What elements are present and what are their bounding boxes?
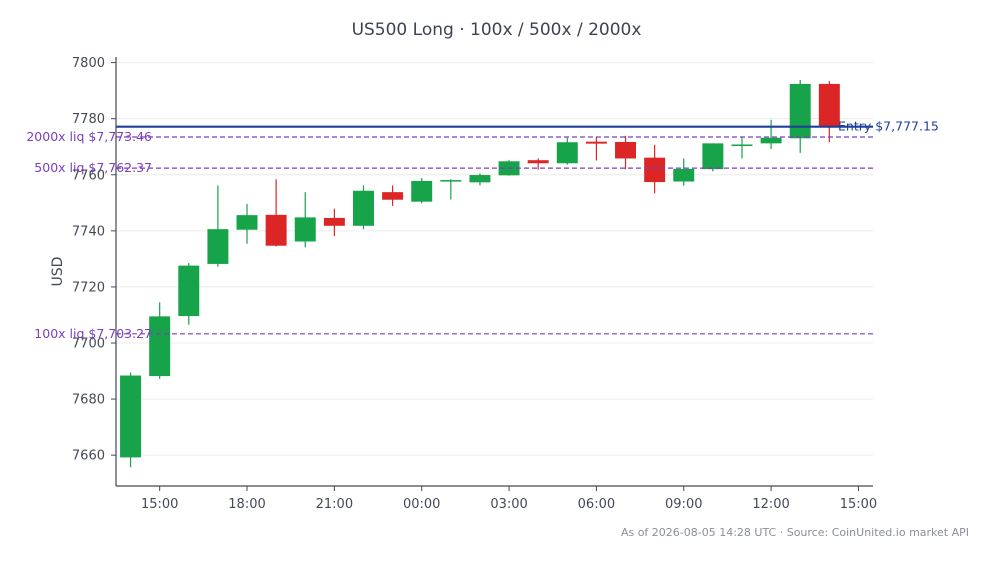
liq-2000x-label: 2000x liq $7,773.46 (26, 129, 152, 144)
candle-body (615, 141, 637, 159)
y-tick-label: 7660 (72, 449, 105, 464)
y-tick-label: 7800 (72, 56, 105, 71)
liq-100x-label: 100x liq $7,703.27 (34, 326, 152, 341)
x-tick-label: 12:00 (752, 497, 789, 512)
y-tick-label: 7760 (72, 168, 105, 183)
chart-title: US500 Long · 100x / 500x / 2000x (351, 20, 642, 40)
x-tick-label: 06:00 (578, 497, 615, 512)
candle-body (527, 160, 549, 164)
candle-body (440, 180, 462, 182)
y-tick-label: 7780 (72, 112, 105, 127)
candle-body (149, 316, 171, 377)
candle-body (207, 229, 229, 264)
x-tick-label: 00:00 (403, 497, 440, 512)
entry-label: Entry $7,777.15 (838, 119, 939, 134)
candle-body (120, 375, 142, 458)
y-tick-label: 7740 (72, 224, 105, 239)
price-levels: Entry $7,777.15 2000x liq $7,773.46 500x l… (26, 119, 939, 341)
candle-body (585, 141, 607, 144)
candle-body (411, 180, 433, 202)
y-tick-label: 7720 (72, 280, 105, 295)
candle-body (294, 217, 316, 242)
y-tick-label: 7700 (72, 337, 105, 352)
candle-body (352, 190, 374, 226)
candle-body (382, 192, 404, 200)
candle-body (236, 215, 258, 230)
axes: 7660 7680 7700 7720 7740 7760 7780 7800 15:00 18:… (50, 56, 877, 512)
candle-body (818, 83, 840, 127)
y-tick-label: 7680 (72, 393, 105, 408)
x-tick-label: 18:00 (228, 497, 265, 512)
candle-body (265, 214, 287, 246)
x-tick-label: 03:00 (490, 497, 527, 512)
grid-lines (116, 62, 873, 456)
candle-body (644, 157, 666, 183)
source-footer: As of 2026-08-05 14:28 UTC · Source: Coi… (620, 526, 969, 539)
liq-500x-label: 500x liq $7,762.37 (34, 160, 152, 175)
x-tick-label: 15:00 (840, 497, 877, 512)
candle-body (760, 137, 782, 144)
candle-body (789, 83, 811, 139)
candle-body (556, 142, 578, 164)
candle-body (731, 144, 753, 146)
x-tick-label: 15:00 (141, 497, 178, 512)
y-axis-label: USD (50, 257, 66, 287)
candle-body (673, 168, 695, 182)
candle-body (702, 143, 724, 170)
x-tick-label: 09:00 (665, 497, 702, 512)
candle-body (469, 175, 491, 183)
x-tick-label: 21:00 (316, 497, 353, 512)
candles (120, 79, 840, 468)
candle-body (323, 217, 345, 226)
candle-body (178, 265, 200, 317)
